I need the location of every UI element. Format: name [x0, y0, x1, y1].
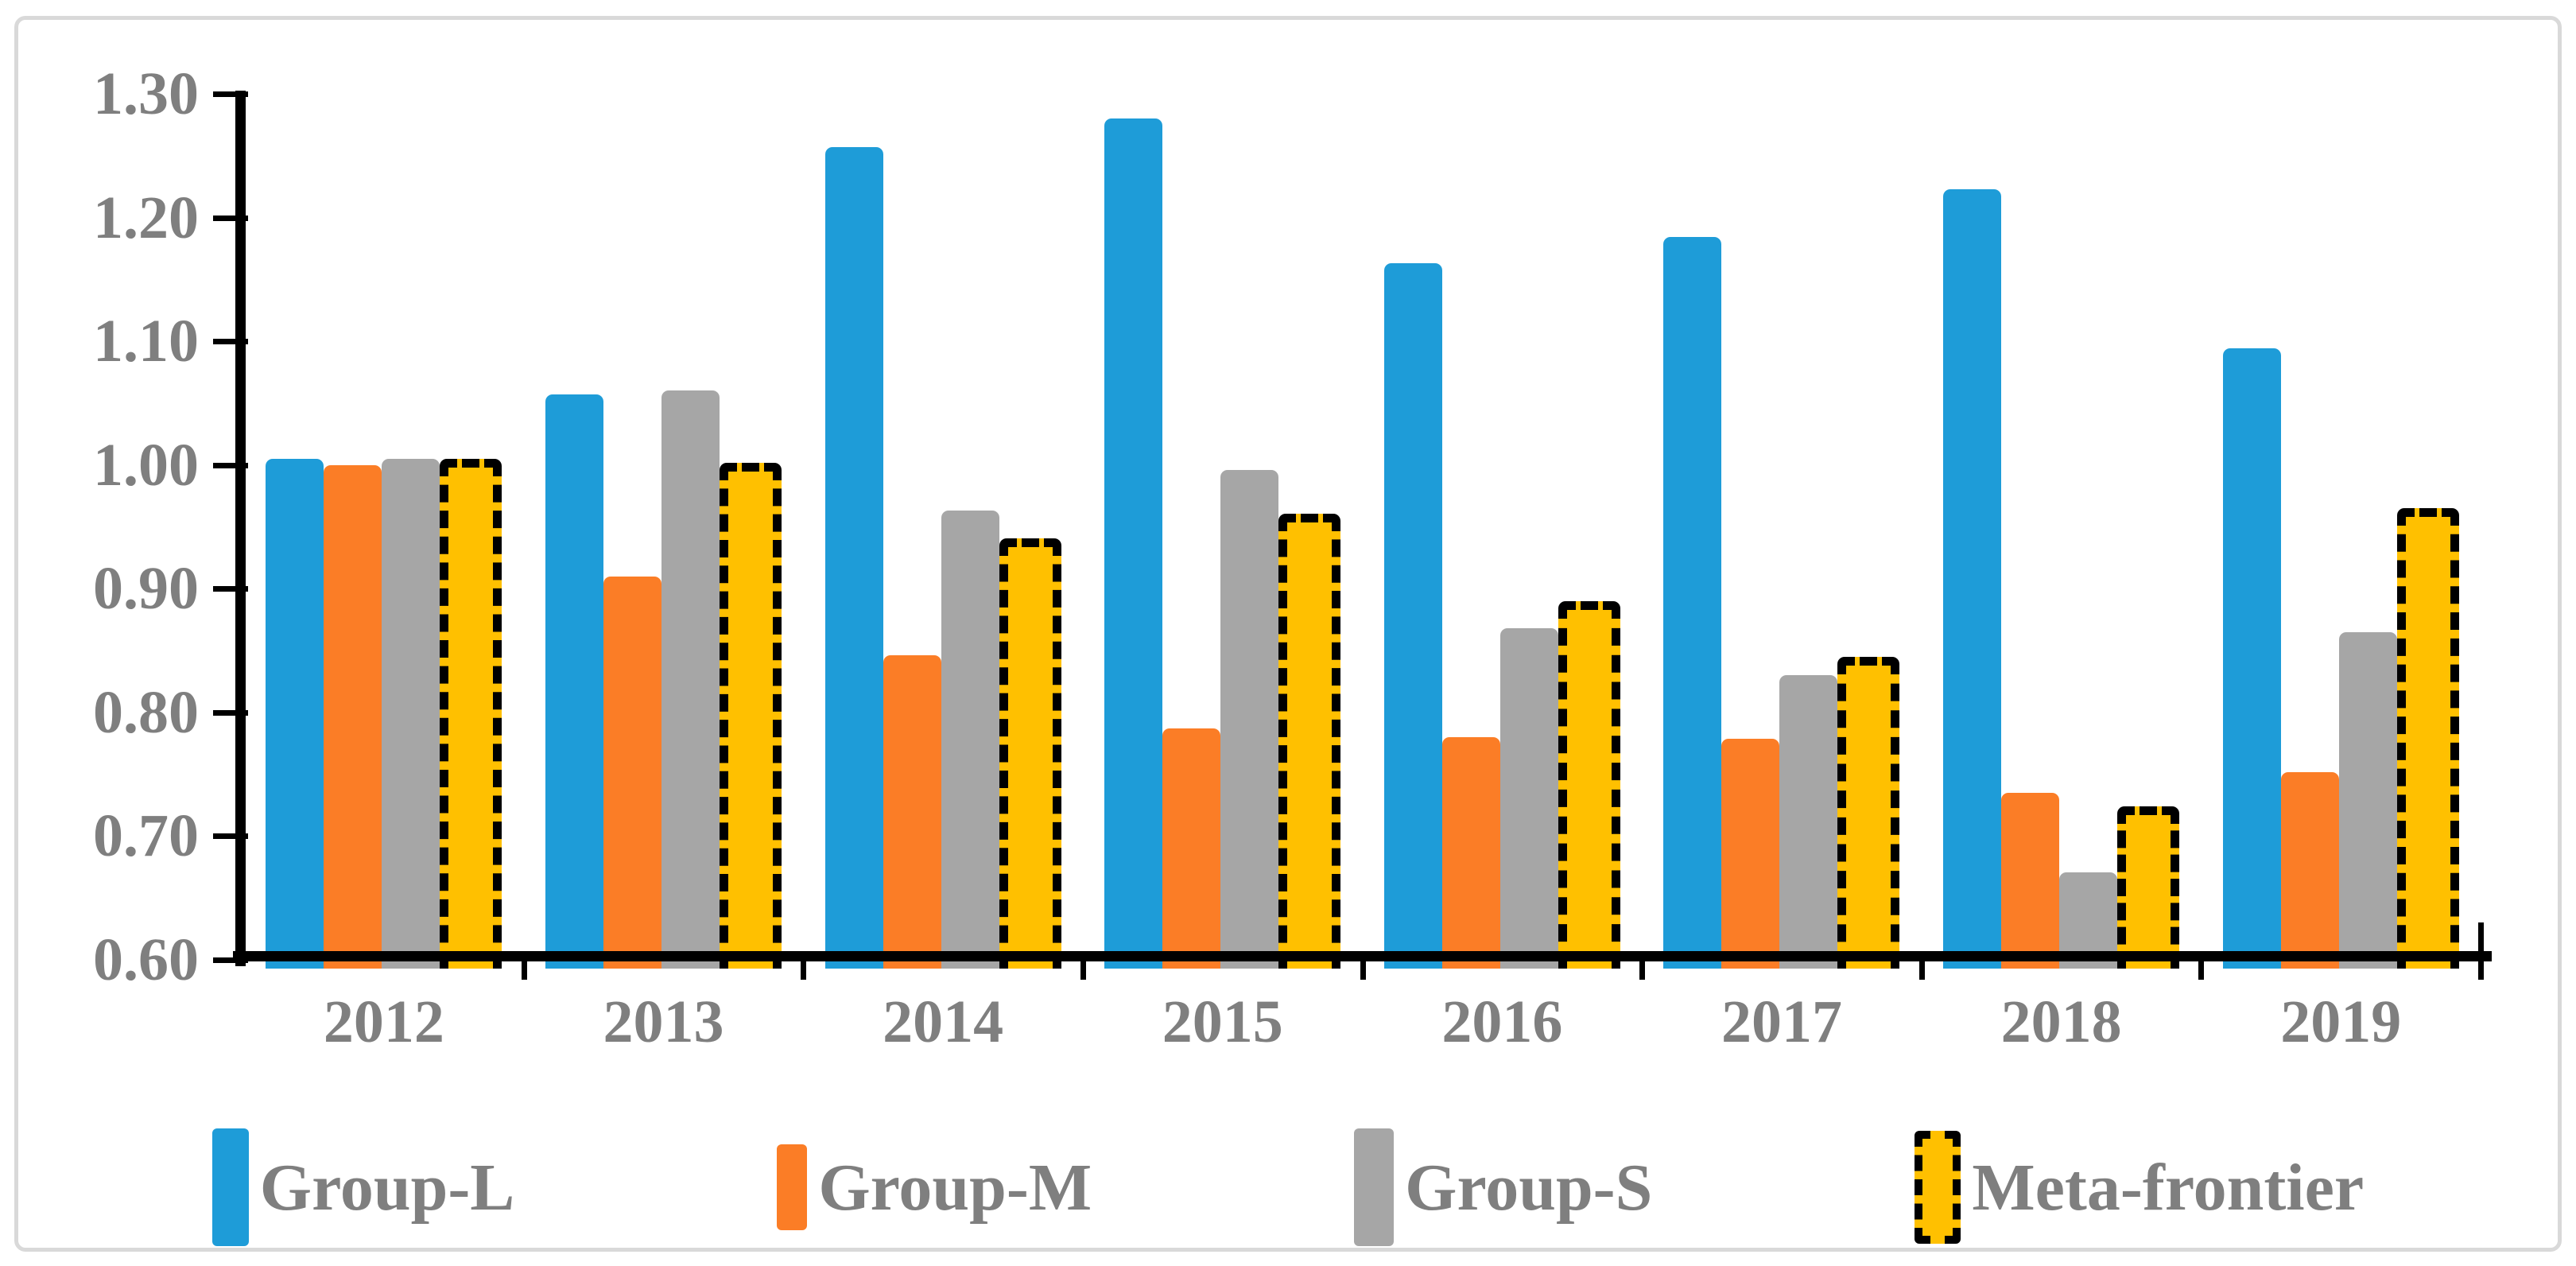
- y-tick-label: 1.20: [93, 184, 199, 251]
- y-tick-label: 1.10: [93, 308, 199, 375]
- bar-meta-frontier-2017: [1837, 657, 1900, 969]
- chart-legend: Group-L Group-M Group-S Meta-frontier: [0, 1120, 2576, 1255]
- legend-label: Group-S: [1405, 1150, 1653, 1225]
- bar-group-s-2015: [1220, 469, 1279, 969]
- bar-meta-frontier-2014: [999, 538, 1061, 969]
- bar-group-s-2012: [382, 458, 440, 969]
- bar-group-m-2015: [1162, 728, 1221, 969]
- y-tick-mark: [213, 91, 248, 97]
- x-category-label: 2016: [1441, 988, 1563, 1055]
- x-axis-line: [233, 951, 2492, 961]
- y-tick-label: 0.90: [93, 555, 199, 623]
- bar-group-m-2012: [324, 464, 382, 969]
- x-tick-mark: [1080, 951, 1086, 980]
- y-tick-mark: [213, 709, 248, 716]
- bar-group-l-2014: [824, 146, 883, 969]
- x-category-label: 2019: [2280, 988, 2402, 1055]
- legend-item-meta-frontier: Meta-frontier: [1915, 1131, 2364, 1244]
- y-tick-mark: [213, 586, 248, 592]
- bar-group-s-2017: [1779, 675, 1838, 969]
- x-tick-mark: [801, 951, 807, 980]
- y-tick-label: 0.60: [93, 926, 199, 993]
- bar-group-m-2013: [603, 576, 661, 969]
- bar-group-m-2016: [1441, 736, 1500, 969]
- x-category-label: 2012: [323, 988, 444, 1055]
- x-tick-mark: [1918, 951, 1925, 980]
- bar-group-l-2017: [1663, 237, 1722, 969]
- legend-item-group-s: Group-S: [1354, 1128, 1652, 1246]
- x-tick-mark: [521, 951, 527, 980]
- y-tick-label: 1.00: [93, 431, 199, 499]
- y-axis-line: [235, 91, 246, 966]
- x-category-label: 2018: [2000, 988, 2122, 1055]
- y-tick-mark: [213, 215, 248, 221]
- bar-meta-frontier-2019: [2396, 508, 2459, 969]
- bar-group-s-2014: [941, 511, 999, 969]
- legend-swatch-meta-frontier: [1915, 1131, 1961, 1244]
- bar-group-l-2016: [1383, 263, 1442, 969]
- x-category-label: 2013: [603, 988, 724, 1055]
- y-tick-mark: [213, 957, 248, 963]
- legend-item-group-m: Group-M: [777, 1144, 1092, 1230]
- legend-swatch-group-s: [1354, 1128, 1395, 1246]
- x-category-label: 2014: [883, 988, 1004, 1055]
- bar-group-s-2013: [661, 390, 720, 969]
- bar-group-l-2015: [1104, 118, 1163, 969]
- x-tick-mark: [1360, 951, 1366, 980]
- y-tick-label: 1.30: [93, 60, 199, 127]
- y-tick-label: 0.80: [93, 678, 199, 746]
- legend-swatch-group-m: [777, 1144, 808, 1230]
- legend-swatch-group-l: [211, 1128, 249, 1246]
- y-tick-mark: [213, 462, 248, 468]
- legend-label: Group-M: [818, 1150, 1092, 1225]
- y-tick-mark: [213, 833, 248, 840]
- bar-group-l-2013: [545, 394, 603, 969]
- legend-label: Group-L: [259, 1150, 515, 1225]
- bar-group-l-2012: [266, 458, 324, 969]
- x-category-label: 2017: [1721, 988, 1842, 1055]
- bar-group-m-2014: [883, 655, 941, 969]
- y-tick-label: 0.70: [93, 802, 199, 870]
- x-category-label: 2015: [1162, 988, 1283, 1055]
- bar-group-s-2019: [2338, 631, 2397, 969]
- bar-meta-frontier-2013: [719, 462, 782, 969]
- bar-group-l-2019: [2222, 348, 2281, 969]
- bar-group-l-2018: [1943, 188, 2002, 969]
- y-tick-mark: [213, 339, 248, 345]
- legend-item-group-l: Group-L: [211, 1128, 515, 1246]
- bar-meta-frontier-2016: [1558, 601, 1620, 969]
- bar-group-m-2017: [1721, 738, 1780, 969]
- bar-meta-frontier-2018: [2117, 806, 2180, 969]
- bar-meta-frontier-2015: [1278, 513, 1341, 969]
- x-tick-mark: [2198, 951, 2205, 980]
- bar-group-m-2019: [2280, 771, 2339, 969]
- bar-meta-frontier-2012: [440, 459, 502, 969]
- legend-label: Meta-frontier: [1972, 1150, 2365, 1225]
- bar-group-s-2016: [1499, 628, 1558, 969]
- x-tick-mark: [1639, 951, 1646, 980]
- bar-group-m-2018: [2001, 792, 2060, 969]
